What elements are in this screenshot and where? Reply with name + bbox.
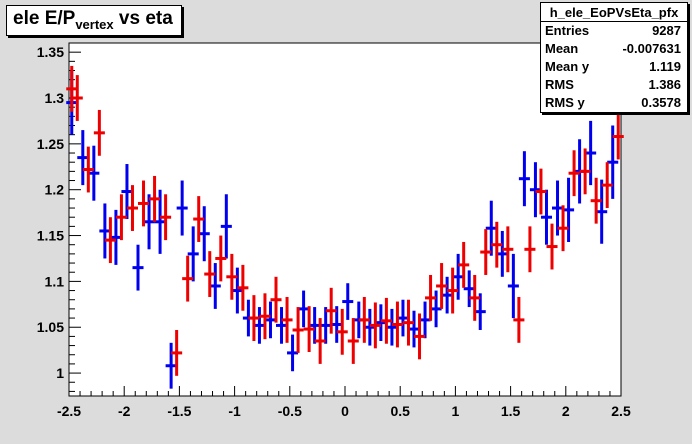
y-tick-label: 1.35 (37, 44, 64, 60)
stats-value: -0.007631 (622, 41, 681, 56)
stats-label: Mean (545, 41, 579, 56)
stats-row-mean: Mean -0.007631 (541, 40, 687, 58)
title-main-text: ele E/P (13, 8, 76, 29)
y-tick-label: 1.3 (45, 90, 65, 106)
x-tick-label: 2 (562, 403, 570, 419)
stats-value: 1.386 (648, 77, 681, 92)
x-tick-label: 0.5 (390, 403, 410, 419)
stats-box: h_ele_EoPVsEta_pfx Entries 9287 Mean -0.00… (540, 2, 688, 113)
chart-title: ele E/Pvertex vs eta (6, 5, 182, 36)
title-suffix-text: vs eta (113, 8, 173, 29)
x-tick-label: -2 (118, 403, 131, 419)
plot-area (68, 42, 622, 397)
x-tick-label: 1 (452, 403, 460, 419)
stats-label: Mean y (545, 59, 590, 74)
title-subscript: vertex (75, 16, 114, 32)
x-tick-label: 0 (341, 403, 349, 419)
y-tick-label: 1.2 (45, 182, 65, 198)
stats-row-mean-y: Mean y 1.119 (541, 58, 687, 76)
stats-row-entries: Entries 9287 (541, 22, 687, 40)
x-tick-label: -1 (228, 403, 241, 419)
stats-label: Entries (545, 23, 590, 38)
x-tick-label: -0.5 (278, 403, 302, 419)
x-tick-label: -2.5 (57, 403, 81, 419)
y-tick-label: 1.05 (37, 319, 64, 335)
y-tick-label: 1.25 (37, 136, 64, 152)
stats-value: 1.119 (649, 59, 681, 74)
x-tick-label: -1.5 (167, 403, 191, 419)
stats-label: RMS y (545, 95, 585, 110)
stats-row-rms: RMS 1.386 (541, 76, 687, 94)
y-tick-label: 1.1 (45, 273, 65, 289)
stats-row-rms-y: RMS y 0.3578 (541, 94, 687, 112)
y-tick-label: 1 (56, 365, 64, 381)
stats-title: h_ele_EoPVsEta_pfx (541, 3, 687, 22)
y-tick-label: 1.15 (37, 228, 64, 244)
x-tick-label: 1.5 (501, 403, 521, 419)
x-tick-label: 2.5 (611, 403, 631, 419)
stats-value: 0.3578 (641, 95, 681, 110)
stats-label: RMS (545, 77, 574, 92)
stats-value: 9287 (652, 23, 681, 38)
